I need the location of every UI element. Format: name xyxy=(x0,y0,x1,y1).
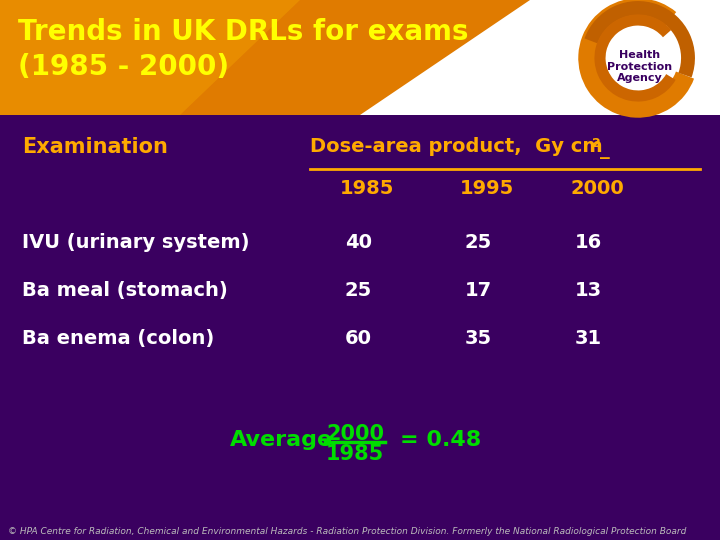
Text: 17: 17 xyxy=(465,281,492,300)
Text: Trends in UK DRLs for exams
(1985 - 2000): Trends in UK DRLs for exams (1985 - 2000… xyxy=(18,18,469,80)
Polygon shape xyxy=(0,0,300,115)
Text: 1995: 1995 xyxy=(460,179,514,198)
Text: Examination: Examination xyxy=(22,137,168,157)
Text: 25: 25 xyxy=(465,233,492,252)
Text: _: _ xyxy=(600,140,610,159)
Bar xyxy=(0,0,720,115)
Text: = 0.48: = 0.48 xyxy=(400,430,481,450)
Text: 35: 35 xyxy=(465,329,492,348)
Text: 13: 13 xyxy=(575,281,602,300)
Text: 31: 31 xyxy=(575,329,602,348)
Text: 40: 40 xyxy=(345,233,372,252)
Text: 16: 16 xyxy=(575,233,602,252)
Text: IVU (urinary system): IVU (urinary system) xyxy=(22,233,250,252)
Text: 2000: 2000 xyxy=(326,424,384,444)
Text: 60: 60 xyxy=(345,329,372,348)
Text: Average: Average xyxy=(230,430,333,450)
Bar xyxy=(0,115,720,127)
Text: Ba meal (stomach): Ba meal (stomach) xyxy=(22,281,228,300)
Polygon shape xyxy=(0,0,530,115)
Text: Health
Protection
Agency: Health Protection Agency xyxy=(608,50,672,83)
Text: 1985: 1985 xyxy=(340,179,395,198)
Text: 2: 2 xyxy=(592,137,600,150)
Text: Dose-area product,  Gy cm: Dose-area product, Gy cm xyxy=(310,137,603,156)
Text: Ba enema (colon): Ba enema (colon) xyxy=(22,329,215,348)
Text: 25: 25 xyxy=(345,281,372,300)
Text: 1985: 1985 xyxy=(326,444,384,464)
Text: © HPA Centre for Radiation, Chemical and Environmental Hazards - Radiation Prote: © HPA Centre for Radiation, Chemical and… xyxy=(8,527,686,536)
Text: 2000: 2000 xyxy=(570,179,624,198)
